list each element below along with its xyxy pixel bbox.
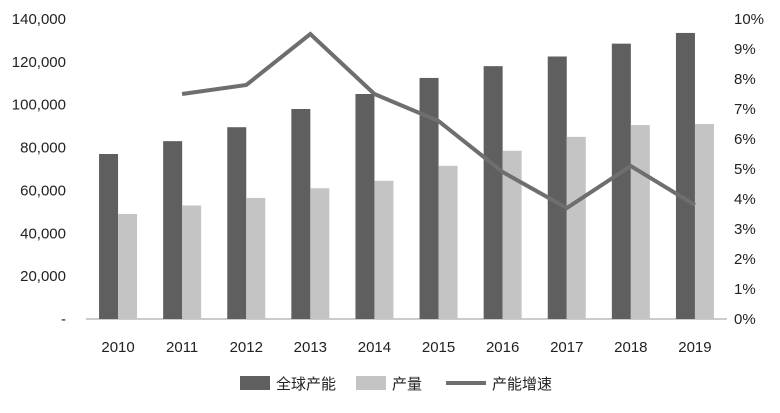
y-left-tick-label: 100,000 xyxy=(12,97,66,114)
bar-output-2010 xyxy=(118,214,138,319)
y-right-tick-label: 6% xyxy=(734,131,756,148)
y-right-tick-label: 4% xyxy=(734,191,756,208)
y-axis-right-ticks: 0% 1% 2% 3% 4% 5% 6% 7% 8% 9% 10% xyxy=(734,11,764,328)
x-tick-label: 2018 xyxy=(614,339,647,356)
bar-output-2013 xyxy=(310,188,330,319)
x-tick-label: 2017 xyxy=(550,339,583,356)
bars-group xyxy=(99,32,714,320)
legend-swatch-capacity xyxy=(240,376,270,390)
y-right-tick-label: 8% xyxy=(734,71,756,88)
bar-capacity-2010 xyxy=(99,154,119,319)
x-tick-label: 2015 xyxy=(422,339,455,356)
bar-capacity-2017 xyxy=(547,56,567,319)
bar-output-2012 xyxy=(246,197,266,319)
legend-swatch-output xyxy=(356,376,386,390)
bar-capacity-2011 xyxy=(163,141,183,319)
y-left-tick-label: 20,000 xyxy=(20,268,66,285)
x-tick-label: 2010 xyxy=(101,339,134,356)
y-right-tick-label: 1% xyxy=(734,281,756,298)
legend: 全球产能 产量 产能增速 xyxy=(240,375,552,393)
y-left-tick-label: 80,000 xyxy=(20,140,66,157)
x-tick-label: 2016 xyxy=(486,339,519,356)
y-right-tick-label: 5% xyxy=(734,161,756,178)
y-right-tick-label: 3% xyxy=(734,221,756,238)
y-right-tick-label: 0% xyxy=(734,311,756,328)
x-tick-label: 2011 xyxy=(166,339,198,356)
legend-label-growth: 产能增速 xyxy=(492,375,552,393)
bar-output-2014 xyxy=(374,180,394,319)
x-tick-label: 2012 xyxy=(230,339,263,356)
growth-line-group xyxy=(181,31,696,211)
bar-capacity-2013 xyxy=(291,109,311,319)
bar-capacity-2019 xyxy=(675,32,695,320)
y-right-tick-label: 10% xyxy=(734,11,764,28)
bar-output-2019 xyxy=(694,124,714,319)
bar-output-2016 xyxy=(502,150,522,319)
bar-output-2018 xyxy=(630,125,650,319)
y-right-tick-label: 9% xyxy=(734,41,756,58)
bar-capacity-2014 xyxy=(355,94,375,319)
bar-output-2017 xyxy=(566,136,586,319)
x-tick-label: 2019 xyxy=(678,339,711,356)
legend-label-output: 产量 xyxy=(392,375,422,393)
y-left-tick-label: - xyxy=(61,311,66,328)
x-tick-label: 2013 xyxy=(294,339,327,356)
bar-capacity-2016 xyxy=(483,66,503,320)
y-right-tick-label: 7% xyxy=(734,101,756,118)
bar-capacity-2015 xyxy=(419,77,439,319)
bar-output-2011 xyxy=(182,205,202,319)
bar-capacity-2018 xyxy=(611,43,631,320)
legend-label-capacity: 全球产能 xyxy=(276,375,336,393)
y-axis-left-ticks: - 20,000 40,000 60,000 80,000 100,000 120,000 1… xyxy=(12,11,66,328)
x-tick-label: 2014 xyxy=(358,339,391,356)
growth-rate-line xyxy=(181,31,696,211)
y-left-tick-label: 40,000 xyxy=(20,225,66,242)
y-right-tick-label: 2% xyxy=(734,251,756,268)
x-axis-ticks: 2010 2011 2012 2013 2014 2015 2016 2017 2018 2019 xyxy=(101,339,711,356)
bar-output-2015 xyxy=(438,165,458,319)
y-left-tick-label: 60,000 xyxy=(20,182,66,199)
y-left-tick-label: 140,000 xyxy=(12,11,66,28)
y-left-tick-label: 120,000 xyxy=(12,54,66,71)
bar-capacity-2012 xyxy=(227,127,247,319)
